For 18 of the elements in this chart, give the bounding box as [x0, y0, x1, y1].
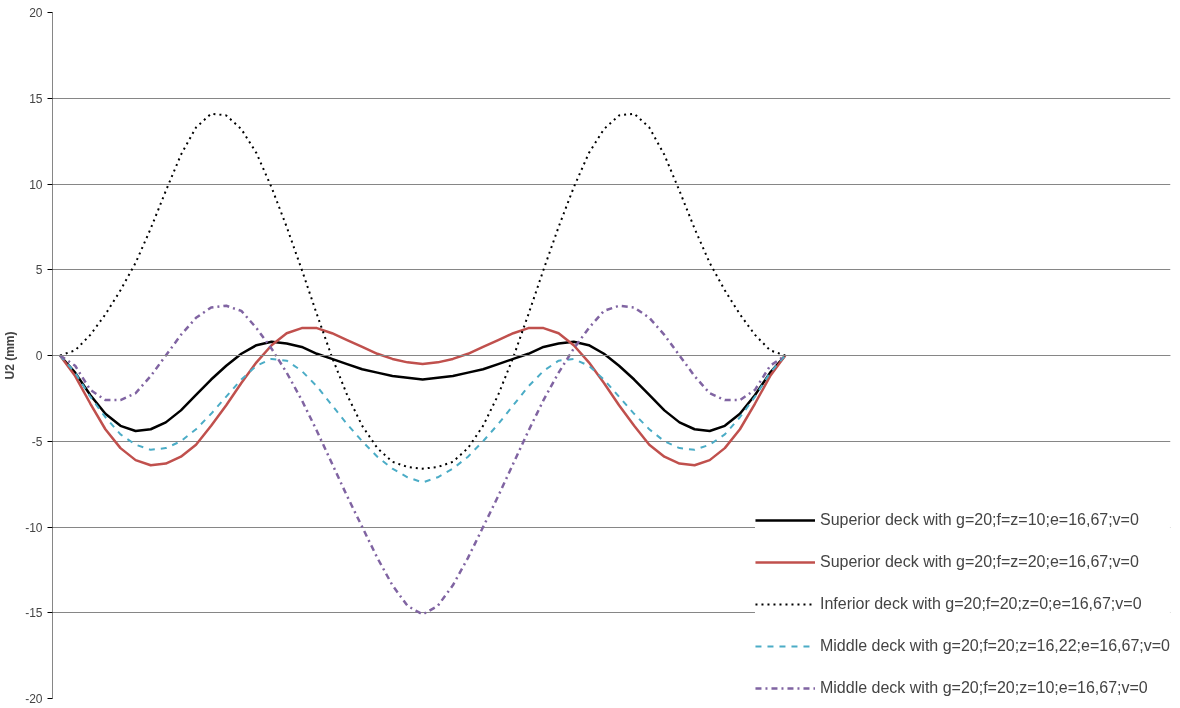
y-tick-label: 10 — [29, 177, 43, 192]
y-tick-label: -5 — [31, 434, 43, 449]
legend-label: Superior deck with g=20;f=z=10;e=16,67;v=0 — [819, 511, 1139, 529]
y-tick-label: 0 — [35, 349, 43, 363]
y-tick-label: -20 — [25, 692, 43, 706]
line-series — [59, 354, 787, 484]
y-tick-label: 5 — [35, 263, 43, 278]
line-series — [58, 326, 787, 467]
y-tick-label: 15 — [29, 91, 43, 106]
y-tick-label: 20 — [29, 6, 43, 20]
y-tick-label: -15 — [25, 606, 43, 621]
legend-label: Inferior deck with g=20;f=20;z=0;e=16,67;v=0 — [819, 595, 1142, 613]
legend-label: Middle deck with g=20;f=20;z=10;e=16,67;v=0 — [819, 679, 1148, 697]
y-axis-title: U2 (mm) — [3, 331, 18, 380]
legend-label: Superior deck with g=20;f=z=20;e=16,67;v=0 — [819, 553, 1139, 571]
y-tick-label: -10 — [25, 520, 43, 535]
legend-label: Middle deck with g=20;f=20;z=16,22;e=16,67;v=0 — [819, 637, 1170, 655]
line-series — [58, 304, 787, 616]
